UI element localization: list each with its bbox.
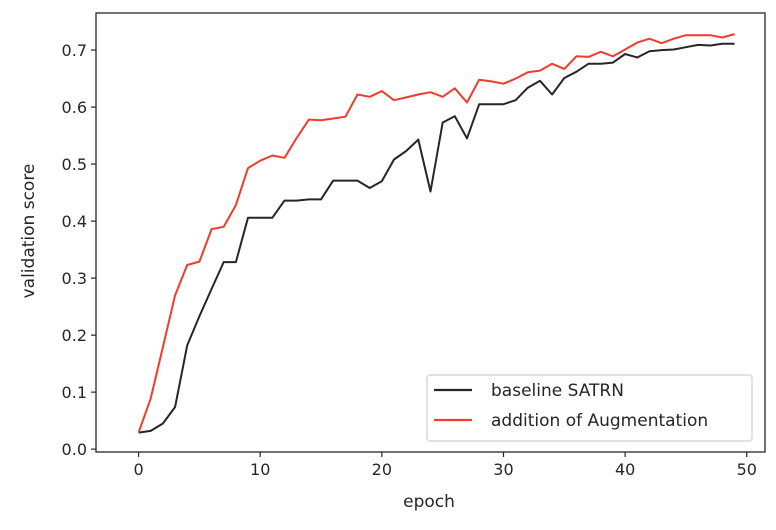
- legend-label-augmentation: addition of Augmentation: [491, 411, 708, 431]
- y-tick-label: 0.6: [62, 98, 87, 117]
- plot-area-frame: [95, 12, 766, 453]
- legend-label-baseline: baseline SATRN: [491, 381, 624, 401]
- x-tick-label: 0: [133, 460, 143, 479]
- x-tick-label: 10: [250, 460, 270, 479]
- x-axis-label: epoch: [403, 492, 455, 512]
- x-tick-label: 30: [493, 460, 513, 479]
- series-line-baseline-satrn: [138, 42, 735, 434]
- y-tick-label: 0.5: [62, 155, 87, 174]
- y-axis-label: validation score: [19, 164, 39, 299]
- legend: baseline SATRN addition of Augmentation: [426, 374, 753, 442]
- y-tick-label: 0.1: [62, 383, 87, 402]
- x-tick-label: 40: [615, 460, 635, 479]
- series-line-addition-of-augmentation: [137, 33, 735, 433]
- y-tick-label: 0.0: [62, 440, 87, 459]
- y-tick-label: 0.3: [62, 269, 87, 288]
- y-tick-label: 0.7: [62, 41, 87, 60]
- x-tick-label: 20: [372, 460, 392, 479]
- x-tick-label: 50: [737, 460, 757, 479]
- y-tick-label: 0.2: [62, 326, 87, 345]
- legend-box: [426, 374, 753, 442]
- y-tick-label: 0.4: [62, 212, 87, 231]
